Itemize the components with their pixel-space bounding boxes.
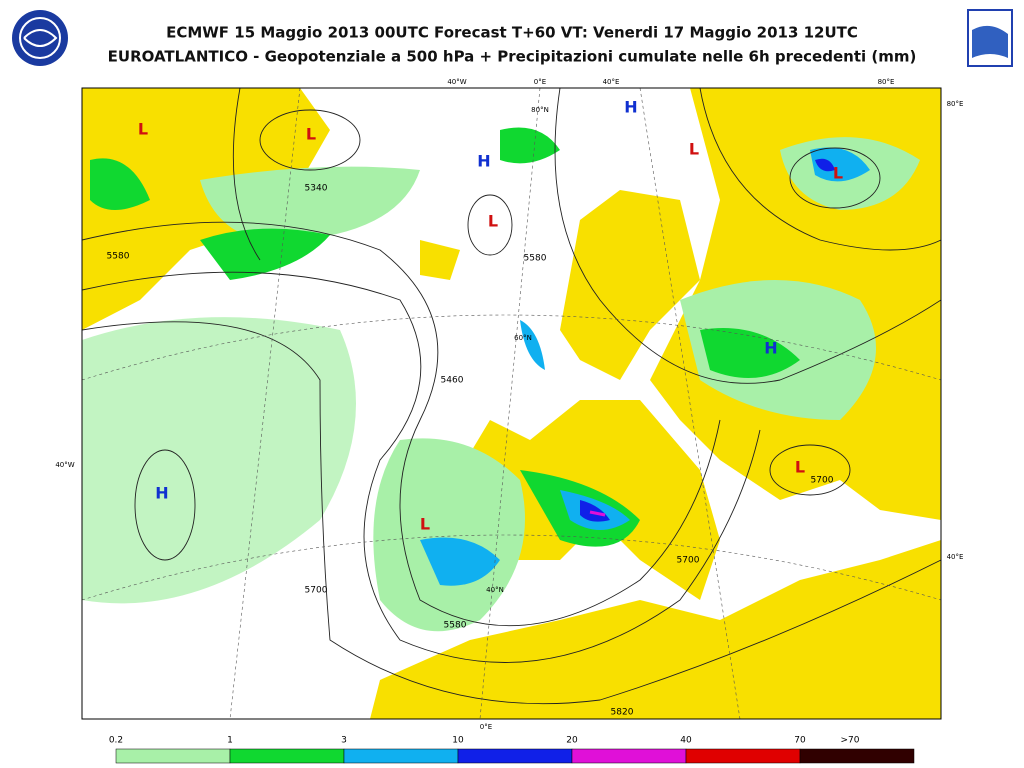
contour-label: 5580 [444,621,467,631]
grid-label: 60°N [514,334,532,342]
title: ECMWF 15 Maggio 2013 00UTC Forecast T+60… [166,24,858,42]
contour-label: 5340 [305,184,328,194]
map [82,88,941,719]
contour-label: 5700 [677,556,700,566]
legend-swatch [115,748,231,764]
contour-label: 5580 [524,254,547,264]
pressure-center: H [764,339,777,358]
pressure-center: L [420,515,430,534]
legend-swatch [685,748,801,764]
grid-label: 80°N [531,106,549,114]
grid-label: 40°W [447,78,466,86]
legend-swatch [229,748,345,764]
contour-label: 5460 [441,376,464,386]
legend-label: 20 [566,736,578,746]
contour-label: 5820 [611,708,634,718]
legend-swatch [457,748,573,764]
subtitle: EUROATLANTICO - Geopotenziale a 500 hPa … [108,48,917,66]
pressure-center: H [155,484,168,503]
logo-right [967,9,1013,67]
legend-label: 3 [341,736,347,746]
logo-left [12,10,68,66]
legend-swatch [799,748,915,764]
legend-label: 0.2 [109,736,123,746]
legend-label: 10 [452,736,464,746]
pressure-center: H [477,152,490,171]
grid-label: 40°E [603,78,620,86]
pressure-center: L [138,120,148,139]
map-frame [81,87,942,720]
legend-swatch [343,748,459,764]
legend-label: >70 [841,736,860,746]
contour-label: 5700 [811,476,834,486]
pressure-center: H [624,98,637,117]
legend-label: 70 [794,736,806,746]
pressure-center: L [795,458,805,477]
grid-label: 40°E [947,553,964,561]
legend-swatch [571,748,687,764]
contour-label: 5700 [305,586,328,596]
pressure-center: L [488,212,498,231]
grid-label: 80°E [947,100,964,108]
grid-label: 0°E [534,78,546,86]
grid-label: 0°E [480,723,492,731]
grid-label: 40°W [55,461,74,469]
legend-label: 40 [680,736,692,746]
contour-label: 5580 [107,252,130,262]
grid-label: 40°N [486,586,504,594]
grid-label: 80°E [878,78,895,86]
legend-label: 1 [227,736,233,746]
pressure-center: L [306,125,316,144]
pressure-center: L [833,164,843,183]
pressure-center: L [689,140,699,159]
